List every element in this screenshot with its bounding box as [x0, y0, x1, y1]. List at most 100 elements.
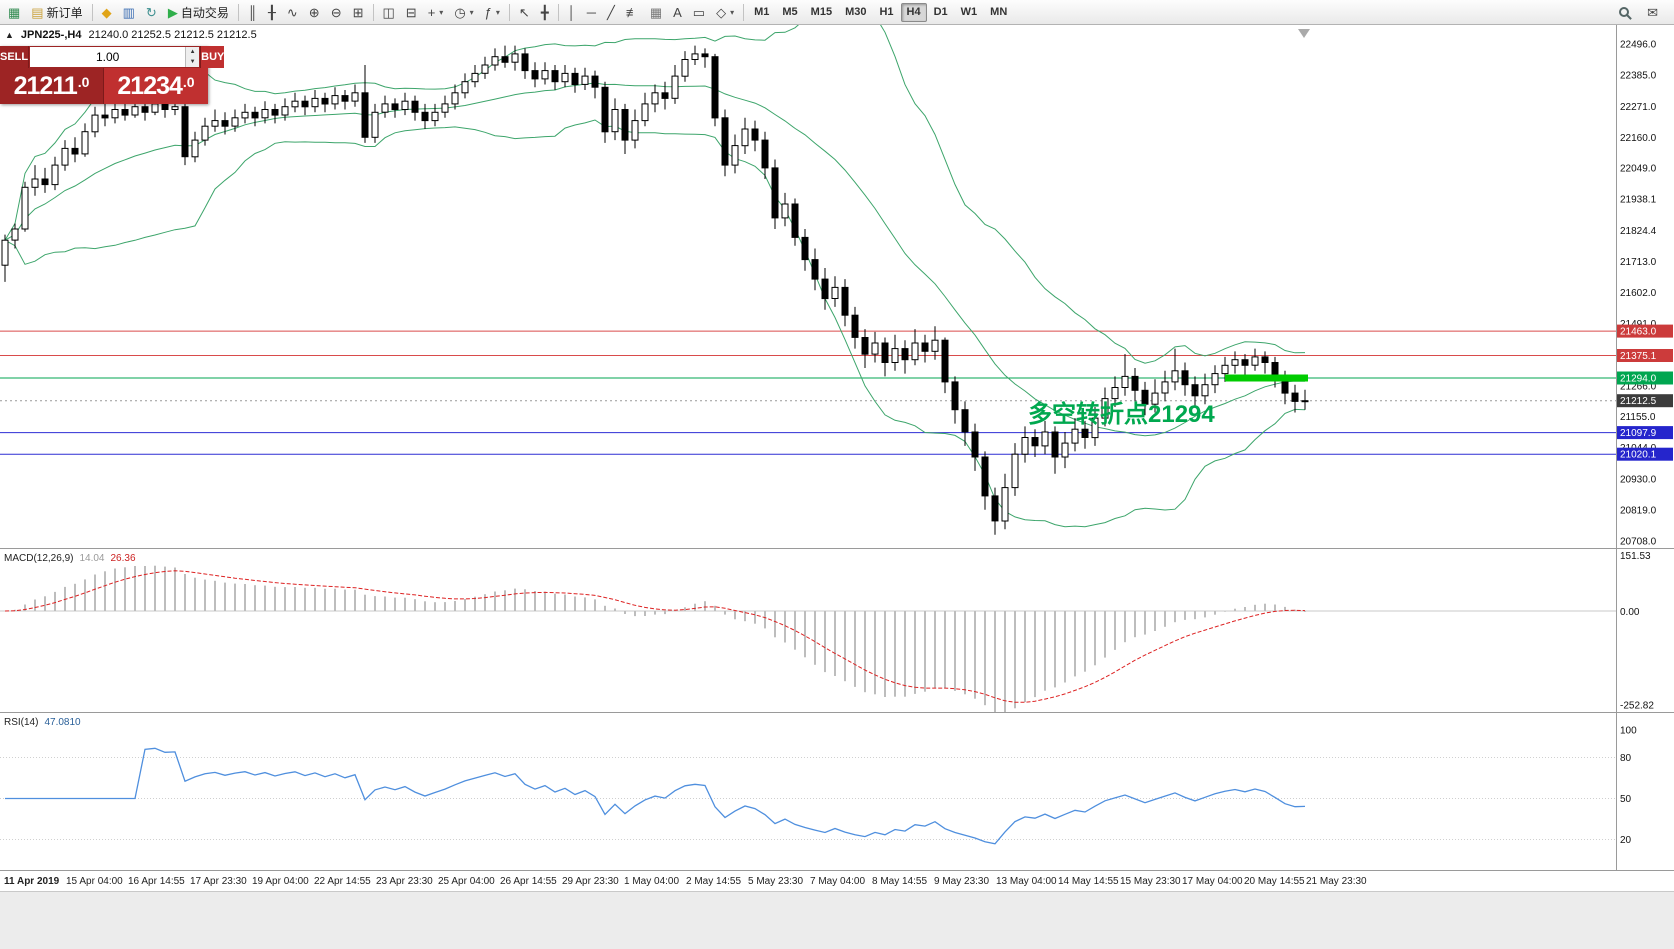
sell-button[interactable]: SELL — [0, 46, 30, 68]
timeframe-button-H4[interactable]: H4 — [900, 2, 927, 22]
macd-label: MACD(12,26,9) 14.04 26.36 — [4, 553, 136, 564]
svg-text:21824.4: 21824.4 — [1620, 226, 1657, 237]
time-axis-label: 15 Apr 04:00 — [66, 876, 123, 887]
volume-up-button[interactable]: ▲ — [186, 47, 200, 57]
svg-text:21212.5: 21212.5 — [1620, 396, 1657, 407]
candlestick-chart-icon[interactable]: ╂ — [263, 2, 281, 23]
timeframe-button-D1[interactable]: D1 — [928, 3, 954, 22]
cascade-windows-icon[interactable]: ⊟ — [401, 2, 422, 23]
timeframe-button-MN[interactable]: MN — [984, 3, 1013, 22]
period-button[interactable]: ◷ ▾ — [449, 2, 478, 23]
line-chart-icon[interactable]: ∿ — [282, 2, 303, 23]
volume-input[interactable] — [30, 47, 186, 67]
timeframe-button-H1[interactable]: H1 — [873, 3, 899, 22]
candlestick-chart-icon: ╂ — [268, 4, 276, 20]
svg-text:20819.0: 20819.0 — [1620, 506, 1657, 517]
symbol-ohlc: 21240.0 21252.5 21212.5 21212.5 — [88, 29, 257, 41]
new-order-button[interactable]: ▤ 新订单 — [26, 2, 87, 23]
time-axis-label: 19 Apr 04:00 — [252, 876, 309, 887]
macd-axis-labels: 151.53 0.00 -252.82 — [1620, 551, 1654, 712]
time-axis: 11 Apr 2019 15 Apr 04:00 16 Apr 14:55 17 Ap… — [0, 870, 1674, 891]
buy-price[interactable]: 21234.0 — [104, 68, 208, 104]
crosshair-tool: ╋ — [540, 4, 549, 20]
arrange-windows-icon[interactable]: ◫ — [378, 2, 400, 23]
chart-shift-marker — [1298, 29, 1310, 38]
zoom-in-icon[interactable]: ⊕ — [304, 2, 325, 23]
horizontal-lines — [0, 330, 1616, 455]
svg-text:-252.82: -252.82 — [1620, 701, 1654, 712]
dropdown-arrow-icon: ▾ — [439, 7, 444, 17]
rsi-pane[interactable]: 100 80 50 20 RSI(14) 47.0810 — [0, 712, 1674, 870]
macd-histogram — [14, 565, 1306, 712]
line-chart-icon: ∿ — [286, 4, 298, 20]
bar-chart-icon: ║ — [247, 4, 258, 20]
price-chart[interactable]: 22496.0 22385.0 22271.0 22160.0 22049.0 21938… — [0, 25, 1674, 548]
one-click-trading-panel: SELL ▲ ▼ BUY 21211.0 21234.0 — [0, 46, 225, 104]
time-axis-label: 23 Apr 23:30 — [376, 876, 433, 887]
vertical-line-tool[interactable]: │ — [563, 2, 581, 23]
volume-down-button[interactable]: ▼ — [186, 57, 200, 67]
svg-text:0.00: 0.00 — [1620, 607, 1640, 618]
zoom-out-icon: ⊖ — [330, 4, 342, 20]
text-label-tool: ▭ — [692, 4, 706, 20]
time-axis-label: 7 May 04:00 — [810, 876, 866, 887]
cursor-tool[interactable]: ↖ — [514, 2, 535, 23]
one-click-collapse-arrow[interactable]: ▲ — [5, 30, 14, 40]
toolbar-separator — [557, 3, 559, 21]
toolbar-right-group: ✉ — [1614, 2, 1671, 23]
svg-text:22049.0: 22049.0 — [1620, 164, 1657, 175]
time-axis-label: 22 Apr 14:55 — [314, 876, 371, 887]
buy-button[interactable]: BUY — [200, 46, 225, 68]
tile-windows-icon[interactable]: ⊞ — [348, 2, 369, 23]
text-tool[interactable]: A — [668, 2, 687, 23]
arrange-windows-icon: ◫ — [382, 4, 395, 20]
timeframe-button-M1[interactable]: M1 — [748, 3, 775, 22]
zoom-out-icon[interactable]: ⊖ — [326, 2, 347, 23]
time-axis-label: 17 Apr 23:30 — [190, 876, 247, 887]
search-icon[interactable] — [1614, 2, 1634, 23]
chart-window-icon[interactable]: ▦ — [3, 2, 25, 23]
timeframe-button-M15[interactable]: M15 — [805, 3, 838, 22]
horizontal-line-tool[interactable]: ─ — [582, 2, 601, 23]
indicators-button[interactable]: ƒ ▾ — [480, 2, 505, 23]
grid-tool[interactable]: ▦ — [645, 2, 667, 23]
fibonacci-tool[interactable]: ≢ — [621, 2, 644, 23]
svg-text:21266.0: 21266.0 — [1620, 381, 1657, 392]
search-icon — [1619, 7, 1630, 17]
refresh-icon[interactable]: ↻ — [141, 2, 162, 23]
autotrading-button[interactable]: ▶ 自动交易 — [163, 2, 234, 23]
bar-chart-icon[interactable]: ║ — [243, 2, 262, 23]
svg-text:22160.0: 22160.0 — [1620, 133, 1657, 144]
horizontal-line-tool: ─ — [586, 4, 596, 20]
svg-text:20930.0: 20930.0 — [1620, 475, 1657, 486]
profiles-icon[interactable]: ◆ — [97, 2, 117, 23]
time-axis-label: 26 Apr 14:55 — [500, 876, 557, 887]
market-watch-icon[interactable]: ▥ — [118, 2, 140, 23]
chart-window-icon: ▦ — [8, 4, 21, 20]
sell-price[interactable]: 21211.0 — [0, 68, 104, 104]
timeframe-button-W1[interactable]: W1 — [955, 3, 984, 22]
toolbar-separator — [508, 3, 510, 21]
timeframe-button-M5[interactable]: M5 — [776, 3, 803, 22]
trendline-tool[interactable]: ╱ — [602, 2, 620, 23]
svg-text:20: 20 — [1620, 835, 1632, 846]
timeframe-button-M30[interactable]: M30 — [839, 3, 872, 22]
period-button: ◷ — [454, 4, 466, 20]
dropdown-arrow-icon: ▾ — [469, 7, 474, 17]
dropdown-arrow-icon: ▾ — [730, 7, 735, 17]
svg-text:100: 100 — [1620, 726, 1637, 737]
svg-text:21491.0: 21491.0 — [1620, 319, 1657, 330]
toolbar-separator — [372, 3, 374, 21]
shapes-tool[interactable]: ◇ ▾ — [711, 2, 739, 23]
price-axis-labels: 22496.0 22385.0 22271.0 22160.0 22049.0 21938… — [1620, 39, 1657, 547]
autotrading-button-label: 自动交易 — [180, 5, 229, 20]
chat-icon[interactable]: ✉ — [1642, 2, 1663, 23]
time-axis-label: 1 May 04:00 — [624, 876, 680, 887]
new-chart-button[interactable]: + ▾ — [423, 2, 449, 23]
crosshair-tool[interactable]: ╋ — [536, 2, 554, 23]
time-axis-label: 5 May 23:30 — [748, 876, 804, 887]
macd-pane[interactable]: 151.53 0.00 -252.82 MACD(12,26,9) 14.04 26.36 — [0, 548, 1674, 712]
text-label-tool[interactable]: ▭ — [688, 2, 710, 23]
svg-text:20708.0: 20708.0 — [1620, 536, 1657, 547]
